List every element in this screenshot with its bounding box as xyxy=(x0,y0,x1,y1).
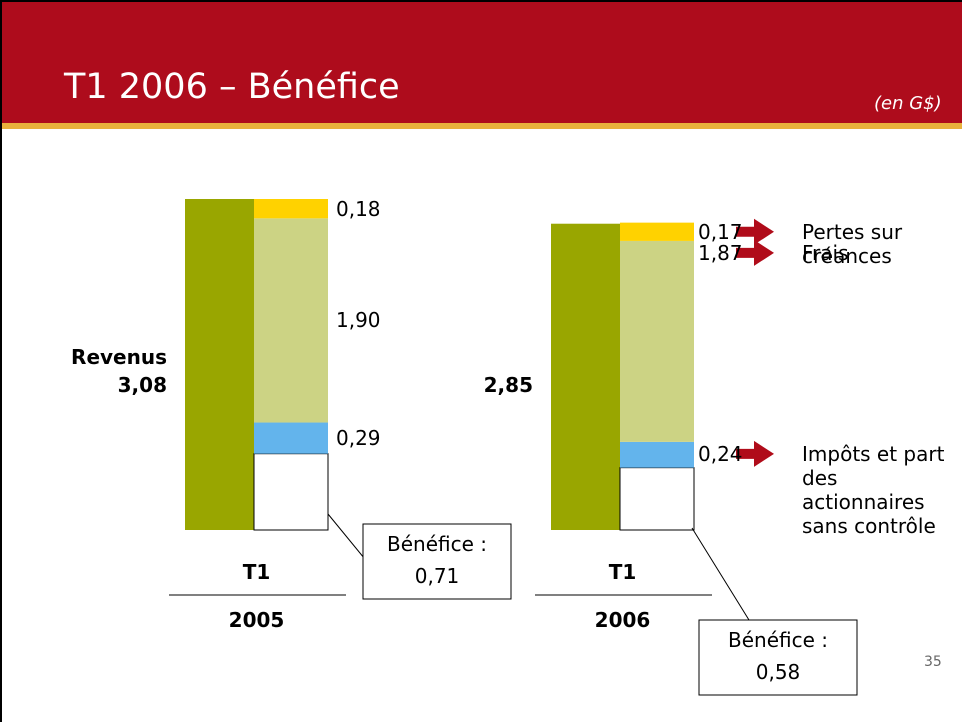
value-label: 1,90 xyxy=(336,308,381,333)
value-label: 0,18 xyxy=(336,196,381,221)
stack-segment xyxy=(254,422,328,454)
value-label: 0,24 xyxy=(698,441,743,466)
callout-box xyxy=(362,523,512,600)
value-label: 0,17 xyxy=(698,219,743,244)
callout-pointer xyxy=(691,527,769,621)
annotation-arrow xyxy=(736,440,774,467)
stack-segment xyxy=(253,453,329,531)
annotation: Impôts et part des actionnaires sans con… xyxy=(802,441,945,538)
x-tick-label: 2006 xyxy=(594,608,651,632)
total-value-label: 3,08 xyxy=(117,373,167,397)
callout-name: Bénéfice : xyxy=(387,532,487,556)
value-label: 1,87 xyxy=(698,240,743,265)
callout-value: 0,71 xyxy=(414,564,460,588)
subtitle: (en G$) xyxy=(874,93,942,114)
title-rule xyxy=(2,123,962,129)
total-bar xyxy=(551,223,620,530)
stack-segment xyxy=(620,222,694,241)
stack-segment xyxy=(620,441,694,468)
quarter-label: T1 xyxy=(242,560,271,584)
annotation: Frais xyxy=(802,240,849,265)
stack-segment xyxy=(619,467,695,531)
annotation-arrow xyxy=(736,239,774,266)
callout-name: Bénéfice : xyxy=(728,628,828,652)
x-tick-label: 2005 xyxy=(228,608,285,632)
total-value-label: 2,85 xyxy=(483,373,533,397)
title-band xyxy=(2,2,962,123)
annotation: Pertes sur créances xyxy=(802,219,903,268)
page-number: 35 xyxy=(924,654,942,670)
chart-title: T1 2006 – Bénéfice xyxy=(64,67,400,107)
quarter-label: T1 xyxy=(608,560,637,584)
stack-segment xyxy=(620,240,694,442)
callout-box xyxy=(698,619,858,696)
total-bar xyxy=(185,199,254,530)
callout-value: 0,58 xyxy=(755,660,801,684)
stack-segment xyxy=(254,218,328,423)
annotation-arrow xyxy=(736,218,774,245)
stack-segment xyxy=(254,199,328,219)
value-label: 0,29 xyxy=(336,426,381,451)
total-name: Revenus xyxy=(71,345,167,369)
